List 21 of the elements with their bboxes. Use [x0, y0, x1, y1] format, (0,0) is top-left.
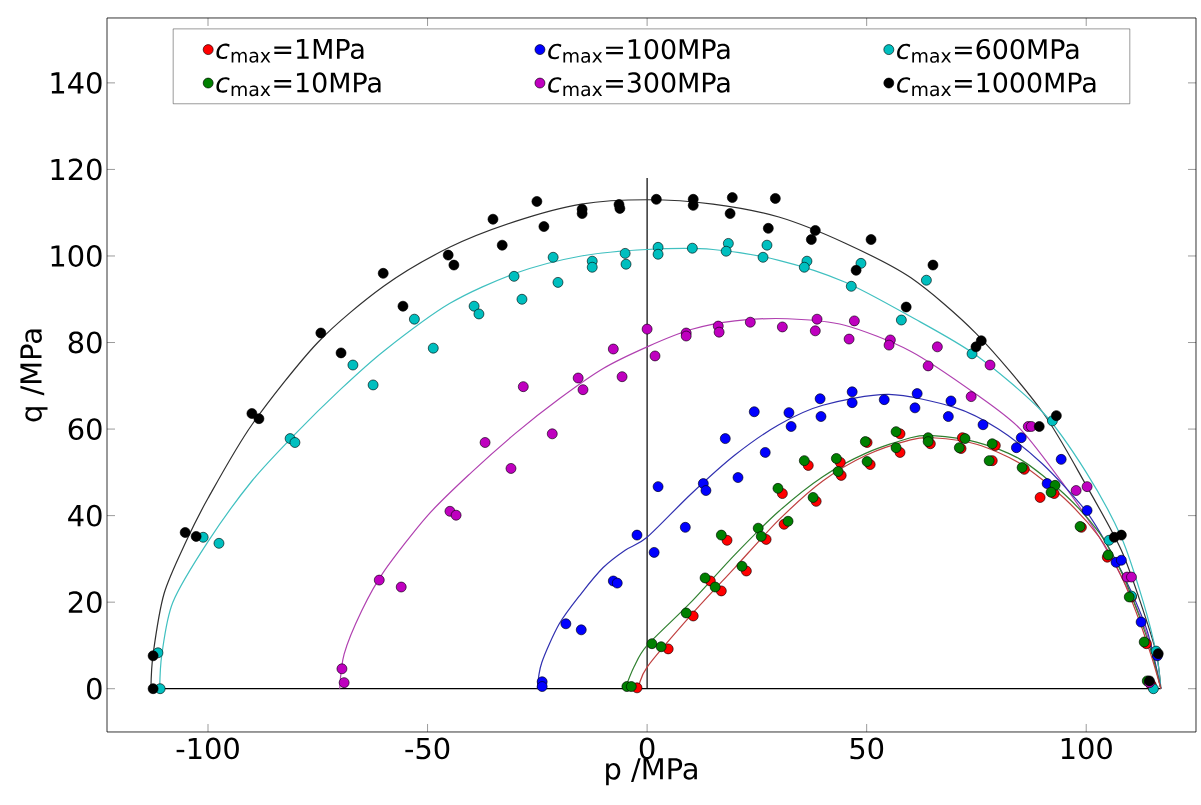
y-tick-label: 100: [51, 245, 102, 267]
legend-label: c$_{max}$=300MPa: [548, 72, 730, 97]
y-tick-label: 140: [51, 71, 102, 94]
x-tick-label: 100: [1061, 737, 1112, 760]
legend-label: c$_{max}$=1000MPa: [897, 72, 1096, 97]
legend-label: c$_{max}$=10MPa: [216, 72, 381, 97]
y-tick-label: 60: [68, 418, 102, 440]
y-tick-label: 120: [51, 158, 102, 181]
legend-label: c$_{max}$=600MPa: [897, 38, 1079, 63]
x-axis-title: p /MPa: [606, 758, 697, 786]
y-axis-title: q /MPa: [20, 329, 48, 422]
y-tick-label: 0: [87, 677, 102, 700]
y-tick-label: 40: [68, 504, 102, 527]
y-tick-label: 80: [68, 331, 102, 354]
legend-label: c$_{max}$=100MPa: [548, 38, 730, 63]
x-tick-label: -50: [405, 737, 450, 760]
legend-label: c$_{max}$=1MPa: [216, 39, 364, 63]
y-tick-label: 20: [68, 591, 102, 614]
x-tick-label: 50: [850, 737, 884, 760]
x-tick-label: -100: [176, 737, 239, 760]
x-tick-label: 0: [639, 737, 655, 760]
